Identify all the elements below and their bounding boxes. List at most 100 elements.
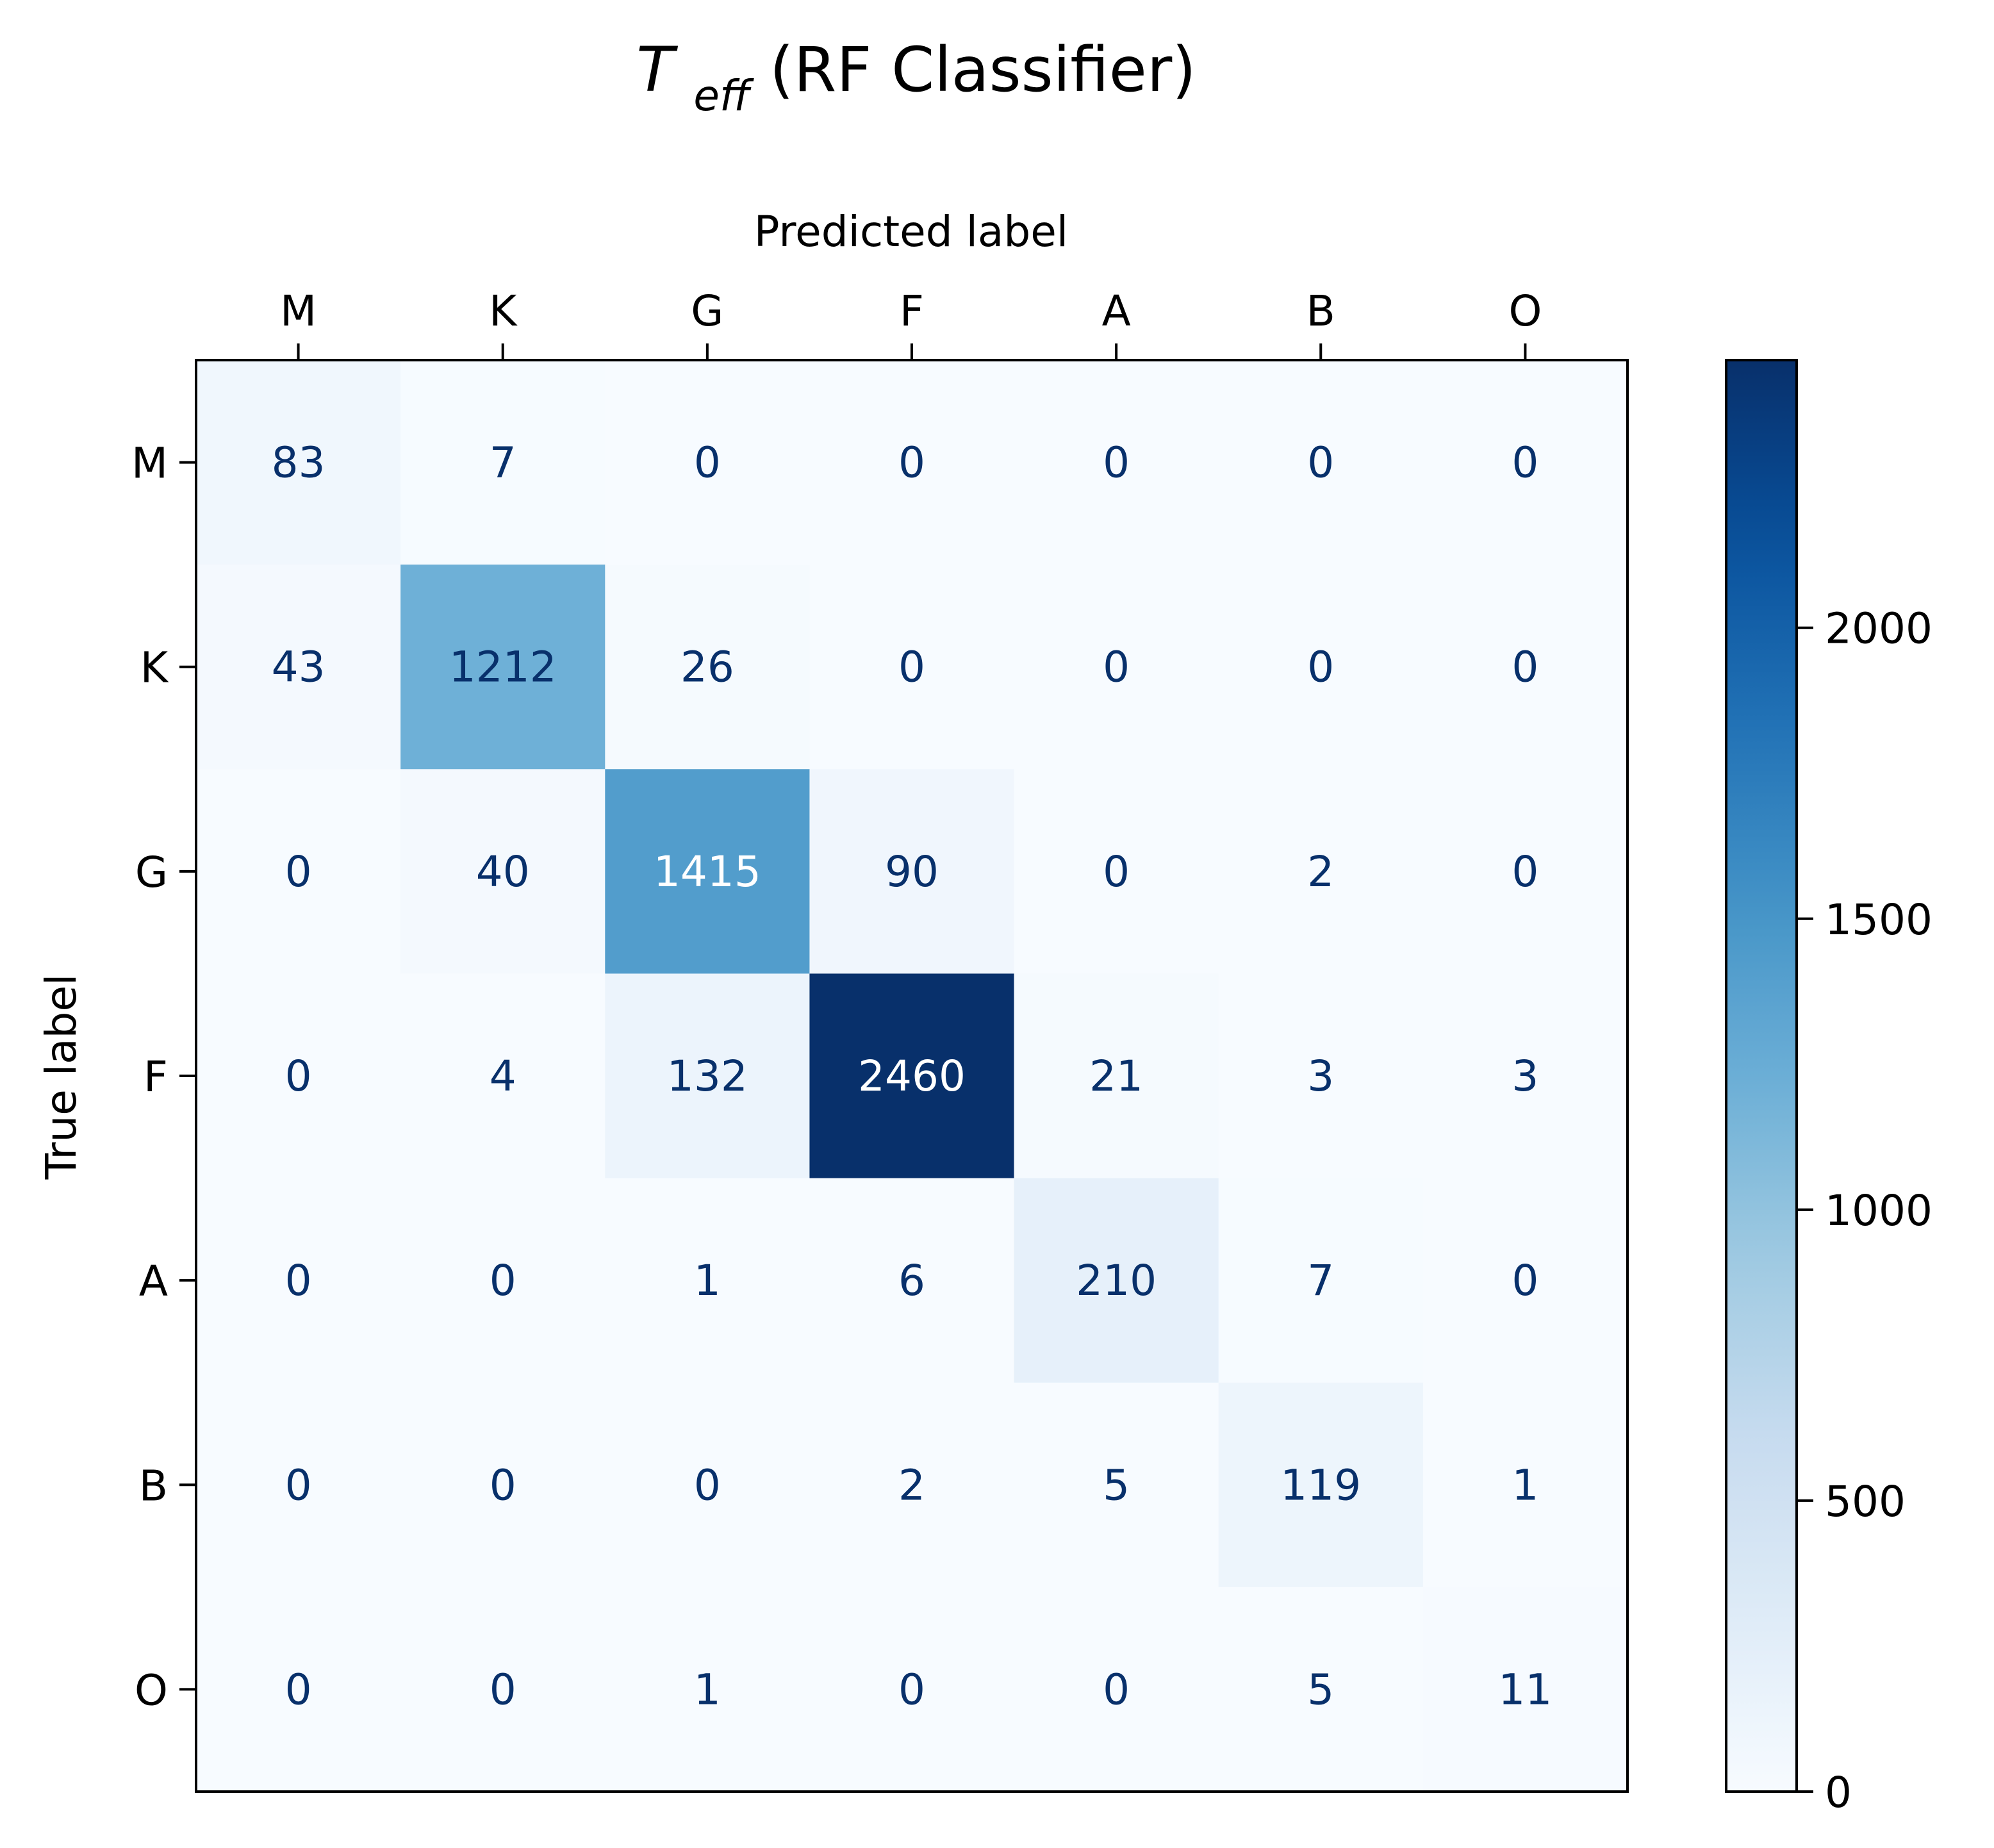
cell-value-label: 4 xyxy=(490,1052,516,1101)
heatmap-cell-values: 83 7 0 0 0 0 043 1212 26 0 0 0 00 40 1415 90 0 2 00 4 132 246… xyxy=(272,438,1553,1715)
cell-value-label: 0 xyxy=(285,1256,312,1305)
cell-value-label: 0 xyxy=(1512,847,1538,896)
heatmap-cell xyxy=(196,973,401,1179)
cell-value-label: 83 xyxy=(272,438,325,488)
cell-value-label: 0 xyxy=(285,847,312,896)
heatmap-cell xyxy=(1218,1587,1424,1792)
colorbar xyxy=(1725,359,1798,1793)
cell-value-label: 119 xyxy=(1280,1460,1361,1510)
cell-value-label: 90 xyxy=(885,847,939,896)
cell-value-label: 0 xyxy=(898,643,925,692)
cell-value-label: 0 xyxy=(694,438,721,488)
heatmap-cell xyxy=(1218,1382,1424,1588)
cell-value-label: 43 xyxy=(272,643,325,692)
heatmap-cell xyxy=(605,565,810,770)
cell-value-label: 1 xyxy=(694,1256,721,1305)
cell-value-label: 0 xyxy=(490,1665,516,1714)
heatmap-cell xyxy=(400,1178,606,1383)
heatmap-cell xyxy=(400,1587,606,1792)
heatmap-cells xyxy=(196,360,1628,1792)
cell-value-label: 2 xyxy=(1307,847,1334,896)
cell-value-label: 11 xyxy=(1498,1665,1552,1714)
colorbar-tick-label: 2000 xyxy=(1825,604,1932,654)
x-axis-label: Predicted label xyxy=(754,207,1068,256)
cell-value-label: 5 xyxy=(1307,1665,1334,1714)
cell-value-label: 1212 xyxy=(449,643,557,692)
cell-value-label: 40 xyxy=(476,847,530,896)
cell-value-label: 0 xyxy=(490,1460,516,1510)
heatmap-cell xyxy=(809,360,1015,565)
cell-value-label: 0 xyxy=(1103,1665,1130,1714)
heatmap-cell xyxy=(1218,1178,1424,1383)
heatmap-cell xyxy=(196,769,401,974)
heatmap-cell xyxy=(1422,360,1628,565)
cell-value-label: 0 xyxy=(285,1665,312,1714)
cell-value-label: 210 xyxy=(1076,1256,1157,1305)
cell-value-label: 1415 xyxy=(654,847,761,896)
heatmap-cell xyxy=(605,973,810,1179)
cell-value-label: 0 xyxy=(1512,438,1538,488)
x-tick-label: O xyxy=(1508,286,1542,336)
cell-value-label: 7 xyxy=(1307,1256,1334,1305)
heatmap-cell xyxy=(1422,1178,1628,1383)
cell-value-label: 1 xyxy=(1512,1460,1538,1510)
plot-frame xyxy=(195,359,1629,1793)
cell-value-label: 6 xyxy=(898,1256,925,1305)
colorbar-tick-label: 1500 xyxy=(1825,895,1932,945)
heatmap-cell xyxy=(809,1587,1015,1792)
colorbar-tick-label: 0 xyxy=(1825,1768,1852,1817)
heatmap-cell xyxy=(1014,973,1219,1179)
chart-title-suffix: (RF Classifier) xyxy=(770,34,1196,106)
heatmap-cell xyxy=(400,565,606,770)
x-tick-label: B xyxy=(1306,286,1335,336)
heatmap-cell xyxy=(1218,973,1424,1179)
chart-title-symbol: T xyxy=(636,34,678,106)
cell-value-label: 132 xyxy=(667,1052,748,1101)
heatmap-cell xyxy=(605,360,810,565)
heatmap-cell xyxy=(809,769,1015,974)
cell-value-label: 7 xyxy=(490,438,516,488)
y-tick-label: F xyxy=(144,1052,168,1101)
cell-value-label: 2 xyxy=(898,1460,925,1510)
heatmap-cell xyxy=(196,1587,401,1792)
cell-value-label: 21 xyxy=(1089,1052,1143,1101)
heatmap-cell xyxy=(1014,565,1219,770)
heatmap-cell xyxy=(809,565,1015,770)
heatmap-cell xyxy=(1422,1382,1628,1588)
heatmap-cell xyxy=(196,360,401,565)
heatmap-cell xyxy=(1422,1587,1628,1792)
heatmap-cell xyxy=(1422,565,1628,770)
cell-value-label: 1 xyxy=(694,1665,721,1714)
cell-value-label: 0 xyxy=(1512,1256,1538,1305)
heatmap-cell xyxy=(196,1382,401,1588)
heatmap-cell xyxy=(809,973,1015,1179)
heatmap-cell xyxy=(400,1382,606,1588)
y-tick-label: B xyxy=(139,1461,168,1510)
y-tick-label: G xyxy=(135,848,168,897)
x-tick-label: G xyxy=(691,286,723,336)
chart-title-subscript: eff xyxy=(693,71,754,120)
cell-value-label: 3 xyxy=(1307,1052,1334,1101)
y-tick-label: M xyxy=(131,439,168,488)
colorbar-ticks: 0 500 1000 1500 2000 xyxy=(1797,604,1932,1817)
heatmap-cell xyxy=(1218,769,1424,974)
heatmap-cell xyxy=(196,1178,401,1383)
cell-value-label: 0 xyxy=(1103,438,1130,488)
heatmap-cell xyxy=(1014,1178,1219,1383)
heatmap-cell xyxy=(1014,769,1219,974)
y-tick-label: K xyxy=(140,643,169,693)
cell-value-label: 0 xyxy=(285,1052,312,1101)
cell-value-label: 0 xyxy=(1512,643,1538,692)
cell-value-label: 0 xyxy=(490,1256,516,1305)
y-tick-label: A xyxy=(139,1257,168,1306)
x-tick-label: A xyxy=(1102,286,1131,336)
heatmap-cell xyxy=(605,1382,810,1588)
cell-value-label: 0 xyxy=(285,1460,312,1510)
heatmap-cell xyxy=(1014,1382,1219,1588)
x-tick-label: K xyxy=(489,286,518,336)
cell-value-label: 0 xyxy=(898,438,925,488)
x-tick-label: M xyxy=(280,286,317,336)
heatmap-cell xyxy=(605,769,810,974)
